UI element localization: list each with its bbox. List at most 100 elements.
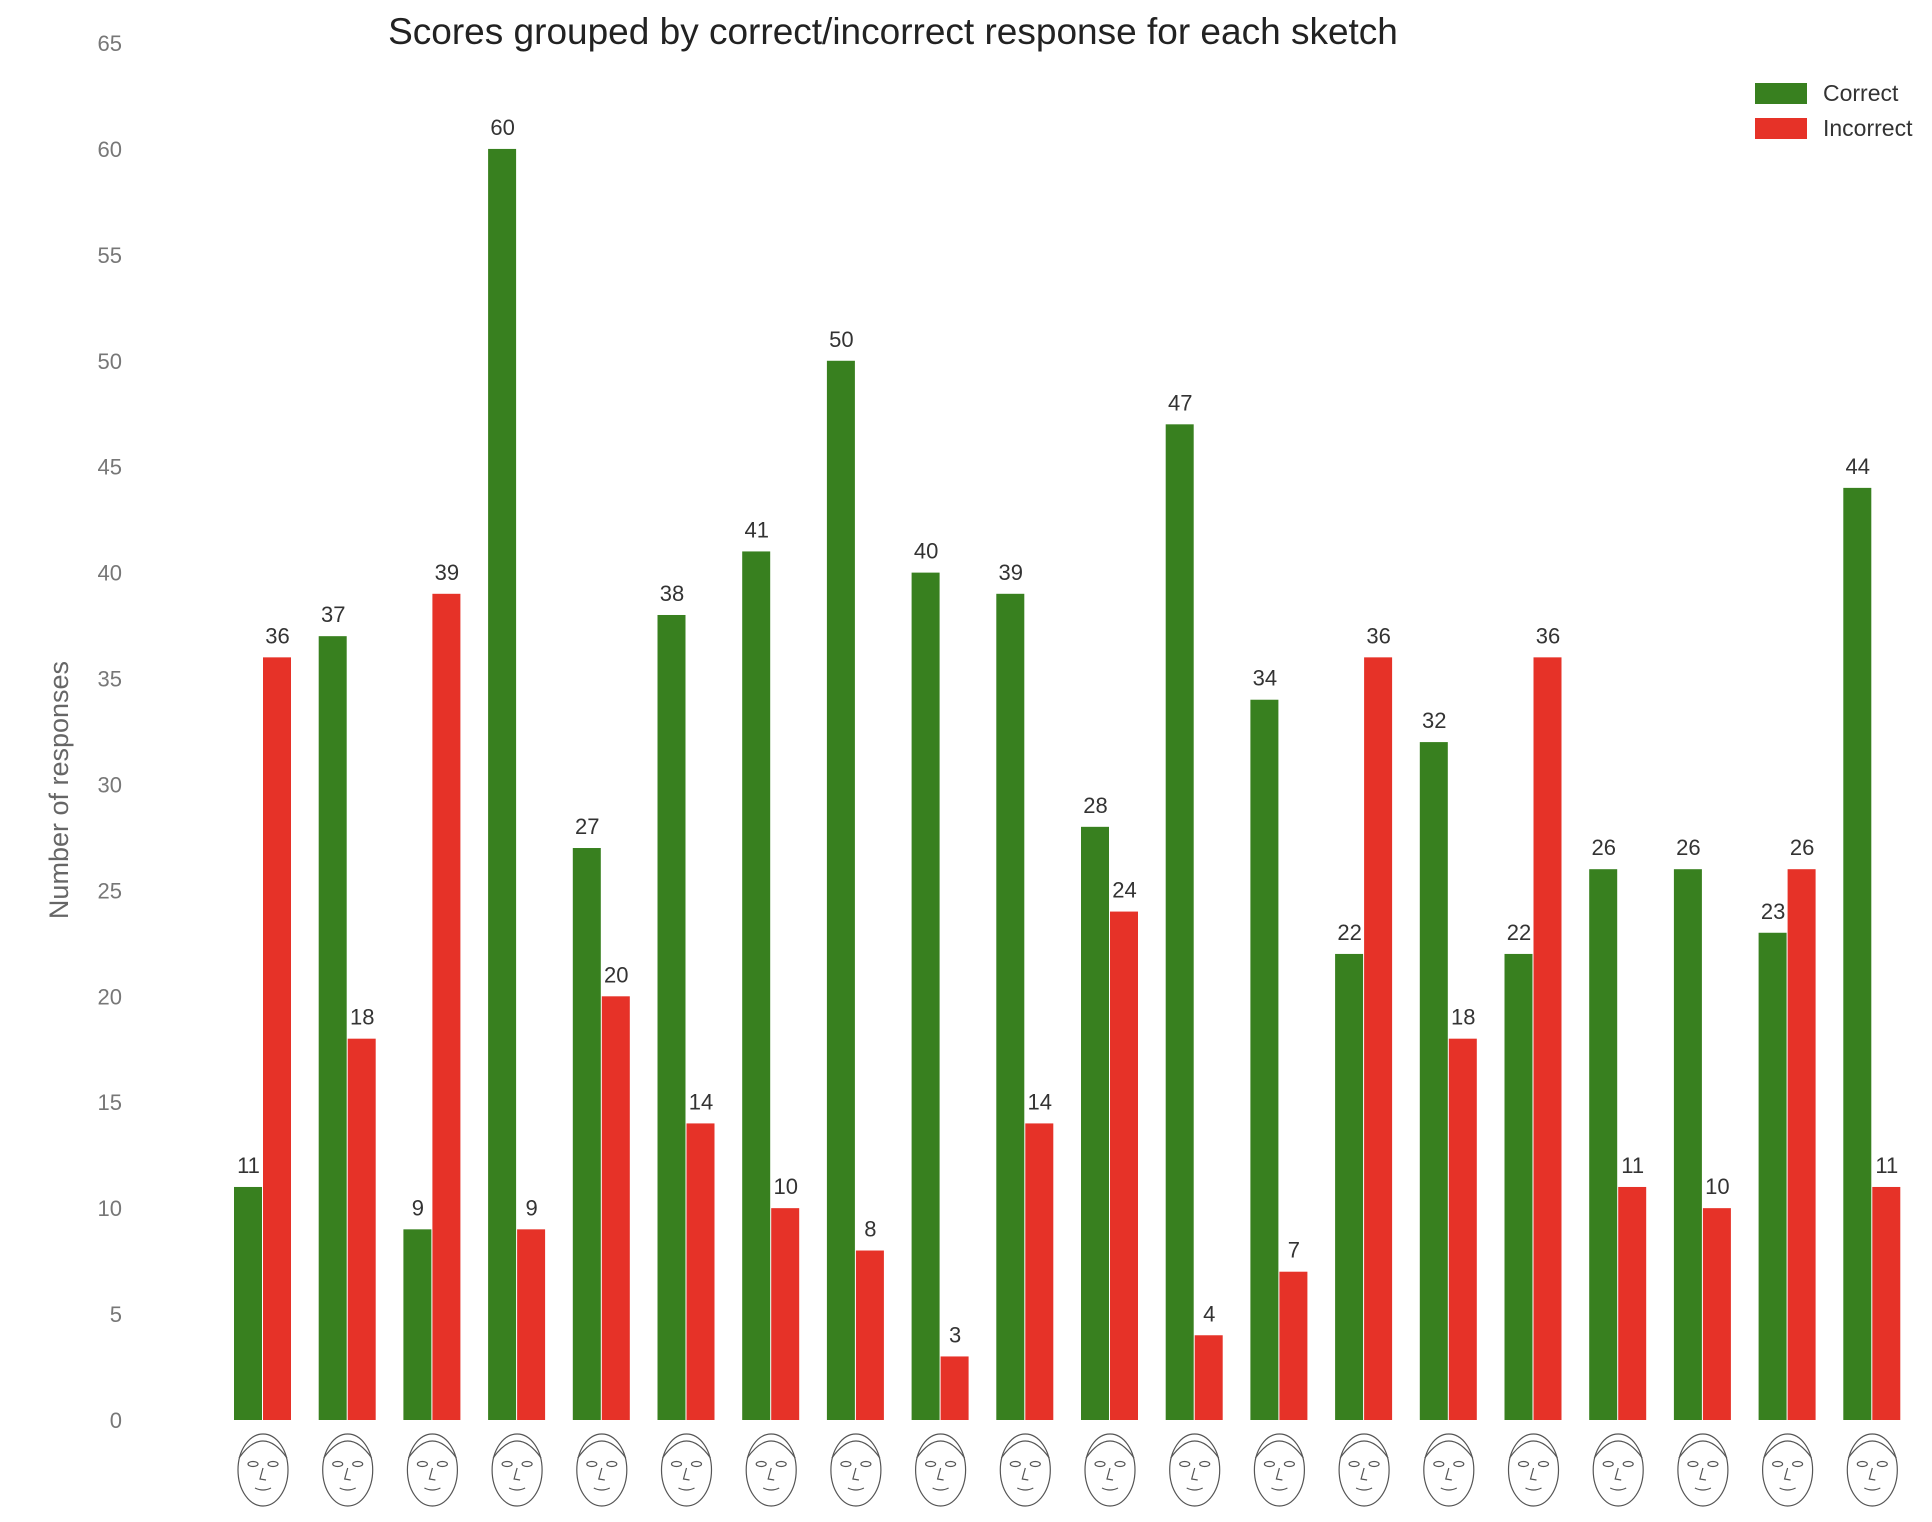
bar-value-label: 39 (999, 560, 1023, 585)
bar-incorrect (1448, 1038, 1477, 1420)
face-sketch-icon (830, 1433, 882, 1507)
face-sketch-icon (322, 1433, 374, 1507)
chart-title: Scores grouped by correct/incorrect resp… (388, 11, 1398, 52)
face-sketch-icon (1761, 1433, 1814, 1507)
face-sketch-icon (914, 1433, 967, 1507)
face-sketch-icon (1253, 1433, 1306, 1507)
y-tick-label: 50 (98, 349, 122, 374)
bar-incorrect (1702, 1208, 1731, 1420)
bar-correct (826, 360, 855, 1420)
bar-value-label: 60 (490, 115, 514, 140)
bar-incorrect (1110, 911, 1138, 1420)
face-sketch-icon (1592, 1433, 1644, 1507)
bar-incorrect (1787, 869, 1816, 1420)
y-tick-label: 65 (98, 31, 122, 56)
legend-swatch-correct (1755, 83, 1807, 104)
bar-incorrect (347, 1038, 376, 1420)
y-tick-label: 30 (98, 772, 122, 797)
bar-incorrect (855, 1250, 884, 1420)
y-tick-label: 25 (98, 878, 122, 903)
bar-value-label: 14 (689, 1089, 713, 1114)
y-tick-label: 35 (98, 667, 122, 692)
bar-correct (1504, 953, 1533, 1420)
bar-incorrect (1194, 1335, 1223, 1420)
bar-incorrect (517, 1229, 546, 1420)
y-tick-label: 5 (110, 1302, 122, 1327)
y-tick-label: 55 (98, 243, 122, 268)
bar-correct (742, 551, 771, 1420)
bar-value-label: 20 (604, 962, 628, 987)
bar-value-label: 38 (660, 581, 684, 606)
bar-value-label: 37 (321, 602, 345, 627)
bar-incorrect (432, 593, 461, 1420)
bar-value-label: 26 (1591, 835, 1615, 860)
bar-incorrect (1364, 657, 1393, 1420)
face-sketch-icon (1169, 1433, 1221, 1507)
face-sketch-icon (1677, 1433, 1729, 1507)
bar-value-label: 22 (1507, 920, 1531, 945)
face-sketch-icon (1507, 1433, 1560, 1507)
bar-value-label: 18 (350, 1005, 374, 1030)
bar-correct (1250, 699, 1279, 1420)
y-tick-label: 60 (98, 137, 122, 162)
y-axis-label: Number of responses (44, 661, 74, 919)
bar-value-label: 34 (1253, 666, 1277, 691)
bar-correct (1673, 869, 1702, 1420)
y-tick-label: 20 (98, 984, 122, 1009)
face-sketch-icon (660, 1433, 713, 1507)
bar-correct (488, 148, 517, 1420)
y-axis-ticks: 0 5 10 15 20 25 30 35 40 45 50 55 60 65 (98, 31, 122, 1433)
bar-incorrect (263, 657, 291, 1420)
bar-value-label: 47 (1168, 390, 1192, 415)
bar-value-label: 28 (1083, 793, 1107, 818)
bar-value-label: 26 (1790, 835, 1814, 860)
face-sketch-icon (1423, 1433, 1475, 1507)
bar-correct (1589, 869, 1618, 1420)
bar-value-label: 14 (1028, 1089, 1052, 1114)
bar-value-label: 7 (1288, 1238, 1300, 1263)
bar-value-label: 9 (525, 1195, 537, 1220)
bar-value-label: 32 (1422, 708, 1446, 733)
face-sketch-icon (1338, 1433, 1390, 1507)
bar-correct (911, 572, 940, 1420)
bar-correct (1758, 932, 1787, 1420)
legend-label-correct: Correct (1823, 80, 1899, 106)
face-sketch-icon (1084, 1433, 1136, 1507)
bar-value-label: 39 (435, 560, 459, 585)
bar-value-label: 36 (265, 623, 289, 648)
bar-incorrect (1533, 657, 1562, 1420)
y-tick-label: 45 (98, 455, 122, 480)
bar-value-label: 10 (1705, 1174, 1729, 1199)
bar-value-label: 26 (1676, 835, 1700, 860)
bar-value-label: 18 (1451, 1005, 1475, 1030)
y-tick-label: 0 (110, 1408, 122, 1433)
bar-value-label: 27 (575, 814, 599, 839)
bar-incorrect (601, 996, 630, 1420)
bar-value-label: 10 (773, 1174, 797, 1199)
legend: Correct Incorrect (1755, 80, 1913, 141)
bar-value-label: 50 (829, 327, 853, 352)
face-sketch-icon (406, 1433, 458, 1507)
bar-value-label: 24 (1112, 878, 1136, 903)
bar-value-label: 8 (864, 1217, 876, 1242)
bar-value-label: 11 (1621, 1153, 1644, 1178)
bar-value-label: 44 (1846, 454, 1870, 479)
bar-value-label: 11 (1875, 1153, 1898, 1178)
bar-value-label: 4 (1203, 1301, 1215, 1326)
bar-correct (996, 593, 1025, 1420)
bar-correct (318, 636, 347, 1420)
bar-incorrect (1279, 1271, 1308, 1420)
face-sketch-icon (745, 1433, 797, 1507)
bar-value-label: 9 (412, 1195, 424, 1220)
sketch-icons-group (237, 1433, 1898, 1507)
bar-incorrect (940, 1356, 969, 1420)
face-sketch-icon (576, 1433, 628, 1507)
y-tick-label: 10 (98, 1196, 122, 1221)
face-sketch-icon (237, 1433, 289, 1507)
bar-correct (1335, 953, 1364, 1420)
value-labels-group: 11 36 37 18 9 39 60 9 27 20 38 14 41 10 50 8 40 3 39 14 28 24… (237, 115, 1898, 1348)
bar-correct (1165, 424, 1194, 1420)
bar-incorrect (1025, 1123, 1054, 1420)
bar-value-label: 41 (744, 517, 768, 542)
